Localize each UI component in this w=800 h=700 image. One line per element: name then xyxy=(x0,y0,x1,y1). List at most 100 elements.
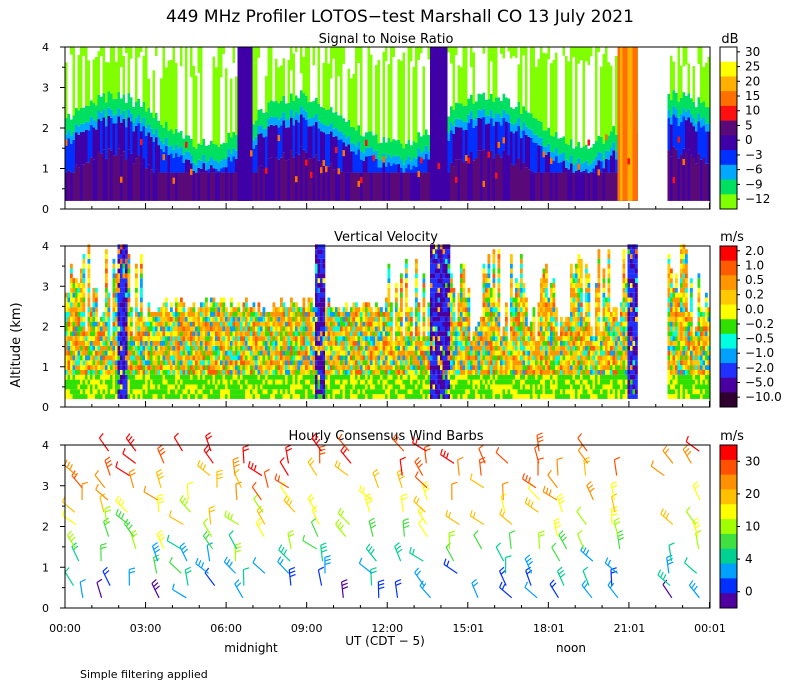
vv-cell xyxy=(435,326,438,332)
snr-cell xyxy=(212,172,216,201)
snr-cell xyxy=(672,47,676,62)
snr-cell xyxy=(110,93,113,110)
snr-cell xyxy=(667,62,671,94)
snr-cell xyxy=(485,124,488,157)
snr-cell xyxy=(345,146,348,173)
vv-cell xyxy=(365,321,368,327)
snr-cell xyxy=(462,130,466,163)
vv-cell xyxy=(80,394,83,399)
vv-cell xyxy=(247,350,251,356)
vv-cell xyxy=(260,394,263,399)
vv-cell xyxy=(285,312,288,317)
snr-cell xyxy=(217,163,221,172)
vv-cell xyxy=(245,379,248,385)
snr-cell xyxy=(570,61,573,140)
vv-cell xyxy=(232,384,236,390)
vv-cell xyxy=(127,379,131,385)
snr-cell xyxy=(497,200,501,209)
snr-cell xyxy=(595,157,598,166)
snr-cell xyxy=(322,124,326,133)
vv-cell xyxy=(390,360,393,366)
vv-cell xyxy=(220,307,223,313)
vv-cell xyxy=(390,379,393,385)
vv-cell xyxy=(292,336,296,341)
vv-cell xyxy=(105,292,108,298)
vv-cell xyxy=(417,321,421,327)
vv-cell xyxy=(330,331,333,337)
vv-cell xyxy=(395,316,398,322)
vv-cell xyxy=(137,360,141,366)
snr-cell xyxy=(130,121,133,154)
vv-cell xyxy=(342,331,346,337)
vv-cell xyxy=(430,263,433,269)
vv-cell xyxy=(165,302,168,308)
vv-cell xyxy=(142,389,146,395)
snr-cell xyxy=(680,122,683,155)
vv-cell xyxy=(162,350,166,356)
vv-cell xyxy=(385,321,388,327)
vv-cell xyxy=(415,355,418,361)
snr-cell xyxy=(672,146,676,201)
snr-cell xyxy=(675,47,678,67)
snr-cell xyxy=(295,176,298,183)
vv-cell xyxy=(257,321,261,327)
vv-cell xyxy=(120,336,123,341)
vv-cell xyxy=(375,326,378,332)
vv-cell xyxy=(210,350,213,356)
vv-cell xyxy=(425,345,428,351)
snr-cell xyxy=(152,70,156,118)
vv-cell xyxy=(95,292,98,298)
snr-cell xyxy=(235,134,238,151)
vv-cell xyxy=(352,350,356,356)
vv-cell xyxy=(197,369,201,375)
snr-cell xyxy=(227,132,231,149)
vv-cell xyxy=(355,374,358,380)
snr-cell xyxy=(197,167,201,173)
snr-cell xyxy=(550,151,553,160)
snr-cell xyxy=(465,105,468,122)
vv-cell xyxy=(415,336,418,341)
vv-cell xyxy=(287,350,291,356)
snr-cell xyxy=(407,140,411,157)
vv-cell xyxy=(307,336,311,341)
vv-cell xyxy=(162,331,166,337)
vv-cell xyxy=(182,365,186,370)
vv-cell xyxy=(87,365,91,370)
vv-cell xyxy=(342,336,346,341)
vv-cell xyxy=(290,379,293,385)
vv-cell xyxy=(117,379,121,385)
vv-cell xyxy=(292,302,296,308)
vv-cell xyxy=(402,369,406,375)
vv-cell xyxy=(207,379,211,385)
snr-cell xyxy=(675,149,678,201)
vv-cell xyxy=(335,394,338,399)
vv-cell xyxy=(332,350,336,356)
snr-cell xyxy=(265,136,268,169)
snr-cell xyxy=(490,150,493,201)
vv-cell xyxy=(315,292,318,298)
vv-cell xyxy=(215,360,218,366)
snr-cell xyxy=(515,200,518,209)
snr-cell xyxy=(165,137,168,146)
vv-cell xyxy=(402,374,406,380)
snr-cell xyxy=(82,107,86,124)
vv-cell xyxy=(120,268,123,274)
vv-cell xyxy=(370,369,373,375)
vv-cell xyxy=(317,254,321,259)
snr-cell xyxy=(382,156,385,163)
snr-cell xyxy=(572,200,576,209)
vv-cell xyxy=(285,374,288,380)
vv-cell xyxy=(207,389,211,395)
snr-cell xyxy=(482,92,486,109)
vv-cell xyxy=(242,326,246,332)
vv-cell xyxy=(265,355,268,361)
vv-cell xyxy=(82,278,86,284)
vv-cell xyxy=(267,369,271,375)
vv-cell xyxy=(385,340,388,346)
vv-cell xyxy=(112,263,116,269)
vv-cell xyxy=(405,258,408,264)
vv-cell xyxy=(132,350,136,356)
snr-cell xyxy=(380,159,383,168)
vv-cell xyxy=(275,312,278,317)
